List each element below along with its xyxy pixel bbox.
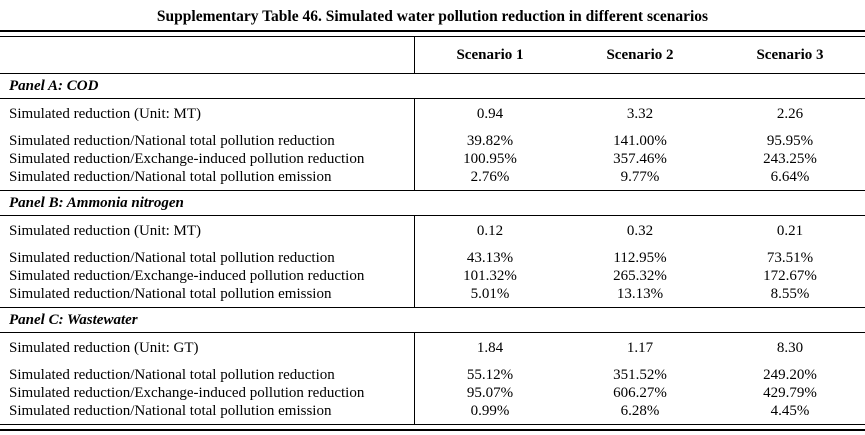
- table-row: Simulated reduction (Unit: MT) 0.12 0.32…: [0, 216, 865, 249]
- panel-c-label: Panel C: Wastewater: [9, 312, 138, 328]
- row-label: Simulated reduction (Unit: GT): [0, 333, 415, 366]
- rule-below-panel-c-label: [0, 332, 865, 333]
- value-cell: 5.01%: [470, 286, 510, 302]
- value-cell: 8.30: [776, 340, 804, 356]
- value-cell: 0.99%: [470, 403, 510, 419]
- row-label: Simulated reduction/National total pollu…: [0, 132, 415, 150]
- table-row: Simulated reduction/National total pollu…: [0, 366, 865, 384]
- header-row: Scenario 1 Scenario 2 Scenario 3: [0, 37, 865, 73]
- table-row: Simulated reduction/National total pollu…: [0, 132, 865, 150]
- value-cell: 3.32: [626, 106, 654, 122]
- header-empty-cell: [0, 37, 415, 73]
- bottom-double-rule: [0, 424, 865, 431]
- value-cell: 1.84: [476, 340, 504, 356]
- value-cell: 141.00%: [613, 133, 667, 149]
- table-row: Simulated reduction (Unit: GT) 1.84 1.17…: [0, 333, 865, 366]
- rule-above-panel-b-label: [0, 190, 865, 191]
- row-label: Simulated reduction/Exchange-induced pol…: [0, 267, 415, 285]
- value-cell: 100.95%: [463, 151, 517, 167]
- value-cell: 429.79%: [763, 385, 817, 401]
- table-title: Supplementary Table 46. Simulated water …: [156, 8, 709, 25]
- header-scenario-3: Scenario 3: [756, 47, 824, 63]
- panel-a-label: Panel A: COD: [9, 78, 99, 94]
- value-cell: 95.07%: [466, 385, 514, 401]
- value-cell: 0.12: [476, 223, 504, 239]
- value-cell: 1.17: [626, 340, 654, 356]
- table-row: Simulated reduction/National total pollu…: [0, 168, 865, 190]
- header-scenario-2: Scenario 2: [606, 47, 674, 63]
- value-cell: 606.27%: [613, 385, 667, 401]
- table-row: Simulated reduction/National total pollu…: [0, 249, 865, 267]
- value-cell: 2.76%: [470, 169, 510, 185]
- row-label: Simulated reduction/Exchange-induced pol…: [0, 384, 415, 402]
- row-label: Simulated reduction/National total pollu…: [0, 366, 415, 384]
- table-row: Simulated reduction/Exchange-induced pol…: [0, 267, 865, 285]
- value-cell: 6.64%: [770, 169, 810, 185]
- value-cell: 4.45%: [770, 403, 810, 419]
- table-row: Simulated reduction/National total pollu…: [0, 285, 865, 307]
- rule-below-panel-b-label: [0, 215, 865, 216]
- row-label: Simulated reduction (Unit: MT): [0, 216, 415, 249]
- table-row: Simulated reduction/Exchange-induced pol…: [0, 150, 865, 168]
- value-cell: 6.28%: [620, 403, 660, 419]
- value-cell: 9.77%: [620, 169, 660, 185]
- value-cell: 265.32%: [613, 268, 667, 284]
- value-cell: 39.82%: [466, 133, 514, 149]
- value-cell: 112.95%: [613, 250, 667, 266]
- value-cell: 95.95%: [766, 133, 814, 149]
- value-cell: 73.51%: [766, 250, 814, 266]
- table-row: Simulated reduction/National total pollu…: [0, 402, 865, 424]
- rule-below-header: [0, 73, 865, 74]
- rule-above-panel-c-label: [0, 307, 865, 308]
- value-cell: 0.21: [776, 223, 804, 239]
- value-cell: 55.12%: [466, 367, 514, 383]
- value-cell: 43.13%: [466, 250, 514, 266]
- value-cell: 2.26: [776, 106, 804, 122]
- value-cell: 243.25%: [763, 151, 817, 167]
- value-cell: 249.20%: [763, 367, 817, 383]
- top-double-rule: [0, 30, 865, 37]
- value-cell: 351.52%: [613, 367, 667, 383]
- panel-b-label: Panel B: Ammonia nitrogen: [9, 195, 184, 211]
- value-cell: 8.55%: [770, 286, 810, 302]
- row-label: Simulated reduction/National total pollu…: [0, 402, 415, 424]
- value-cell: 357.46%: [613, 151, 667, 167]
- value-cell: 0.32: [626, 223, 654, 239]
- value-cell: 13.13%: [616, 286, 664, 302]
- value-cell: 172.67%: [763, 268, 817, 284]
- header-scenario-1: Scenario 1: [456, 47, 524, 63]
- value-cell: 101.32%: [463, 268, 517, 284]
- rule-below-panel-a-label: [0, 98, 865, 99]
- table-row: Simulated reduction/Exchange-induced pol…: [0, 384, 865, 402]
- table-row: Simulated reduction (Unit: MT) 0.94 3.32…: [0, 99, 865, 132]
- row-label: Simulated reduction (Unit: MT): [0, 99, 415, 132]
- row-label: Simulated reduction/National total pollu…: [0, 285, 415, 307]
- row-label: Simulated reduction/National total pollu…: [0, 249, 415, 267]
- row-label: Simulated reduction/National total pollu…: [0, 168, 415, 190]
- row-label: Simulated reduction/Exchange-induced pol…: [0, 150, 415, 168]
- value-cell: 0.94: [476, 106, 504, 122]
